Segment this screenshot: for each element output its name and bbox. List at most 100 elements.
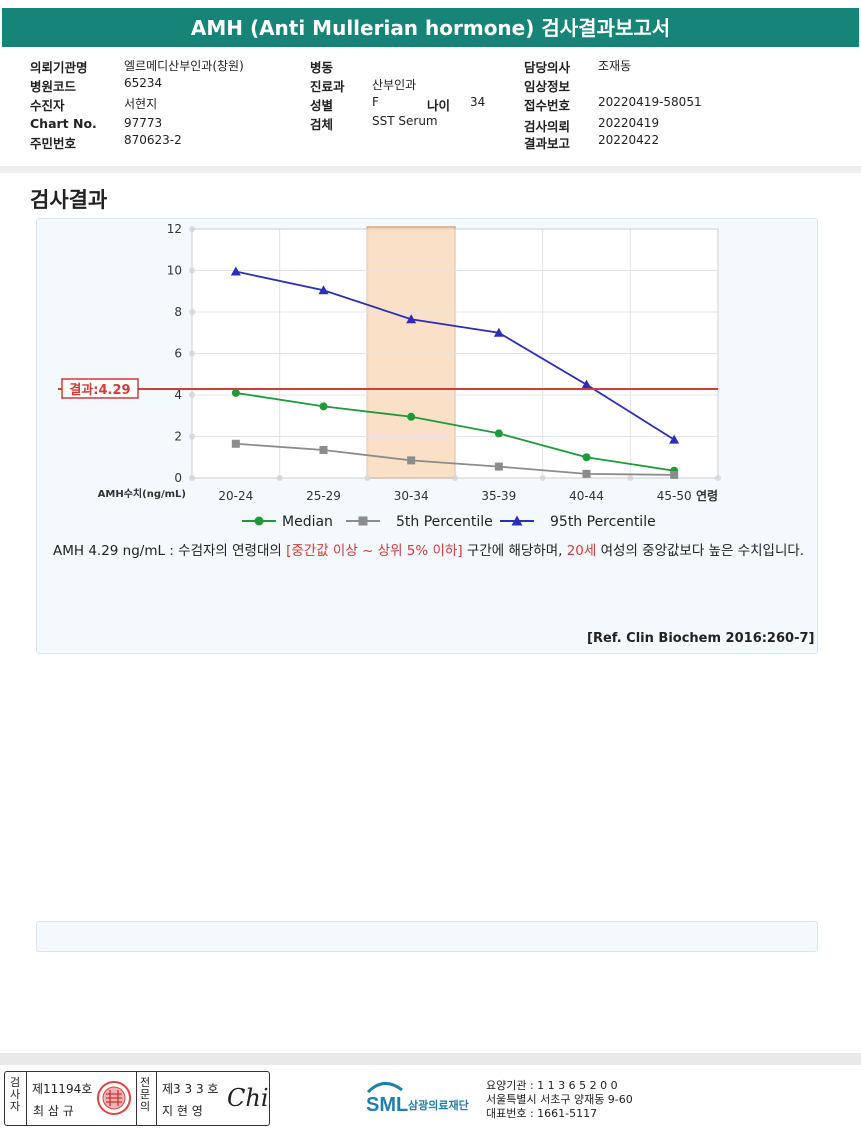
result-label: 결과:4.29 (69, 382, 130, 398)
tester-license-no: 제11194호 (32, 1082, 93, 1096)
label-doctor: 담당의사 (524, 60, 571, 75)
y-tick-label: 4 (174, 388, 182, 402)
point-5th (582, 469, 591, 478)
legend-label: Median (282, 514, 333, 530)
legend-marker (254, 516, 264, 526)
result-description: AMH 4.29 ng/mL : 수검자의 연령대의 [중간값 이상 ~ 상위 … (53, 541, 823, 562)
point-95th (669, 434, 680, 444)
point-median (319, 402, 328, 411)
point-95th (230, 266, 241, 276)
official-seal-icon (97, 1081, 131, 1115)
label-requesting-institution: 의뢰기관명 (30, 60, 88, 75)
point-95th (493, 327, 504, 337)
value-age: 34 (470, 95, 486, 109)
value-specimen: SST Serum (372, 114, 438, 128)
value-resident-number: 870623-2 (124, 133, 182, 147)
reference-citation: [Ref. Clin Biochem 2016:260-7] (587, 631, 815, 646)
point-95th (581, 379, 592, 389)
y-tick-label: 12 (167, 222, 182, 236)
point-median (407, 412, 416, 421)
point-95th (406, 314, 417, 324)
desc-part5: 여성의 중앙값보다 높은 수치입니다. (596, 543, 805, 559)
org-phone: 대표번호 : 1661-5117 (486, 1107, 598, 1120)
value-result-report: 20220422 (598, 133, 660, 147)
y-axis-label: AMH수치(ng/mL) (98, 487, 186, 500)
point-5th (494, 462, 503, 471)
point-median (494, 429, 503, 438)
label-hospital-code: 병원코드 (30, 79, 77, 94)
x-tick-label: 25-29 (306, 489, 341, 503)
label-test-request: 검사의뢰 (524, 119, 571, 134)
value-doctor: 조재동 (598, 59, 632, 73)
svg-text:SML: SML (366, 1094, 408, 1116)
value-hospital-code: 65234 (124, 76, 163, 90)
label-resident-number: 주민번호 (30, 136, 77, 151)
point-95th (318, 285, 329, 295)
desc-part3: 구간에 해당하며, (462, 543, 567, 559)
amh-chart: 0 2 4 6 8 10 12 20-24 25-29 30-34 35-39 40-44 45-50 연… (58, 222, 721, 530)
patient-info-panel: 의뢰기관명 엘르메디산부인과(창원) 병원코드 65234 수진자 서현지 Ch… (0, 52, 861, 167)
result-label-box (61, 378, 139, 399)
x-axis-suffix: 연령 (696, 488, 718, 503)
label-sex: 성별 (310, 98, 334, 113)
label-ward: 병동 (310, 60, 334, 75)
legend-label: 95th Percentile (550, 514, 656, 530)
org-address: 서울특별시 서초구 양재동 9-60 (486, 1093, 633, 1106)
value-chart-no: 97773 (124, 116, 163, 130)
label-patient-name: 수진자 (30, 98, 65, 113)
point-5th (670, 470, 679, 479)
x-tick-label: 40-44 (569, 489, 604, 503)
label-result-report: 결과보고 (524, 136, 571, 151)
series-line-95th-percentile (235, 270, 675, 441)
section-title: 검사결과 (30, 188, 108, 212)
legend-marker (358, 516, 368, 526)
plot-border (191, 228, 719, 479)
label-chart-no: Chart No. (30, 116, 97, 131)
highlight-band (366, 226, 456, 479)
value-department: 산부인과 (372, 78, 417, 92)
value-test-request: 20220419 (598, 116, 660, 130)
report-title: AMH (Anti Mullerian hormone) 검사결과보고서 (2, 8, 859, 47)
value-receipt-number: 20220419-58051 (598, 95, 702, 109)
value-patient-name: 서현지 (124, 97, 158, 111)
legend-marker (511, 515, 523, 526)
org-code: 요양기관 : 1 1 3 6 5 2 0 0 (486, 1079, 618, 1092)
point-5th (407, 456, 416, 465)
footer-divider (0, 1053, 861, 1065)
sml-logo-icon: SML 삼광의료재단 (366, 1082, 469, 1116)
point-median (231, 388, 240, 397)
series-line-5th-percentile (235, 442, 675, 476)
y-tick-label: 6 (174, 347, 182, 361)
label-department: 진료과 (310, 79, 345, 94)
x-tick-label: 20-24 (218, 489, 253, 503)
svg-text:삼광의료재단: 삼광의료재단 (408, 1098, 469, 1112)
x-tick-label: 30-34 (394, 489, 429, 503)
label-clinical-info: 임상정보 (524, 79, 571, 94)
y-tick-label: 8 (174, 305, 182, 319)
y-tick-label: 0 (174, 471, 182, 485)
legend-label: 5th Percentile (396, 514, 493, 530)
value-requesting-institution: 엘르메디산부인과(창원) (124, 59, 244, 73)
series-line-median (235, 392, 675, 472)
tester-name: 최 삼 규 (33, 1104, 74, 1118)
desc-age-highlight: 20세 (566, 543, 597, 559)
specialist-license-no: 제3 3 3 호 (162, 1082, 219, 1096)
sml-logo: SML 삼광의료재단 (366, 1078, 486, 1122)
specialist-signature: Chi (227, 1084, 269, 1112)
label-age: 나이 (427, 98, 451, 113)
point-5th (231, 439, 240, 448)
section-divider (0, 166, 861, 173)
x-tick-label: 35-39 (481, 489, 516, 503)
label-receipt-number: 접수번호 (524, 98, 571, 113)
label-specimen: 검체 (310, 117, 334, 132)
y-tick-label: 2 (174, 430, 182, 444)
desc-range-highlight: [중간값 이상 ~ 상위 5% 이하] (286, 543, 463, 559)
comment-panel (36, 921, 818, 952)
point-median (582, 453, 591, 462)
x-tick-label: 45-50 (657, 489, 692, 503)
y-tick-label: 10 (167, 264, 182, 278)
point-5th (319, 445, 328, 454)
